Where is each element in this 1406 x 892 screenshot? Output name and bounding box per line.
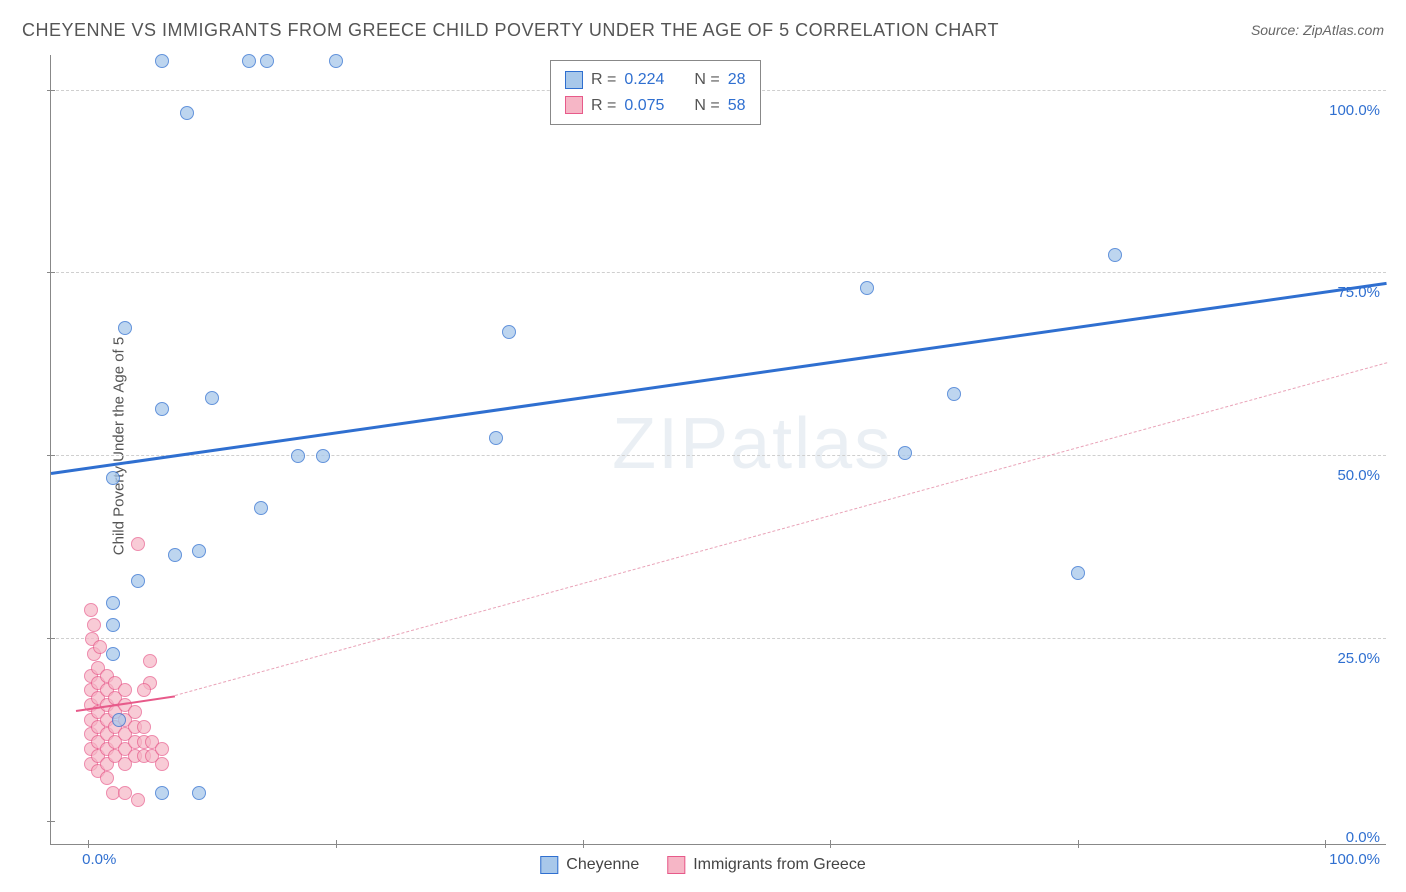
data-point [118, 321, 132, 335]
y-tick-label: 25.0% [1337, 650, 1380, 667]
y-tick-label: 100.0% [1329, 102, 1380, 119]
n-value-a: 28 [728, 67, 746, 93]
data-point [106, 618, 120, 632]
chart-title: CHEYENNE VS IMMIGRANTS FROM GREECE CHILD… [22, 20, 999, 41]
swatch-greece-bottom [667, 856, 685, 874]
source-attribution: Source: ZipAtlas.com [1251, 22, 1384, 38]
data-point [1108, 248, 1122, 262]
data-point [137, 683, 151, 697]
data-point [947, 387, 961, 401]
correlation-legend: R = 0.224 N = 28 R = 0.075 N = 58 [550, 60, 761, 125]
r-value-a: 0.224 [624, 67, 664, 93]
data-point [155, 757, 169, 771]
data-point [205, 391, 219, 405]
legend-row-greece: R = 0.075 N = 58 [565, 93, 746, 119]
data-point [291, 449, 305, 463]
data-point [254, 501, 268, 515]
source-name: ZipAtlas.com [1303, 22, 1384, 38]
data-point [242, 54, 256, 68]
data-point [128, 705, 142, 719]
r-value-b: 0.075 [624, 93, 664, 119]
chart-container: CHEYENNE VS IMMIGRANTS FROM GREECE CHILD… [0, 0, 1406, 892]
data-point [155, 786, 169, 800]
legend-row-cheyenne: R = 0.224 N = 28 [565, 67, 746, 93]
data-point [118, 683, 132, 697]
data-point [155, 54, 169, 68]
y-tick-label: 50.0% [1337, 467, 1380, 484]
legend-item-cheyenne: Cheyenne [540, 856, 639, 874]
n-label-b: N = [694, 93, 719, 119]
data-point [155, 742, 169, 756]
data-point [180, 106, 194, 120]
data-point [106, 647, 120, 661]
data-point [168, 548, 182, 562]
y-tick-label: 0.0% [1346, 829, 1380, 846]
swatch-cheyenne [565, 71, 583, 89]
data-point [260, 54, 274, 68]
watermark-part2: atlas [730, 404, 892, 484]
data-point [192, 786, 206, 800]
n-label-a: N = [694, 67, 719, 93]
data-point [106, 471, 120, 485]
legend-item-greece: Immigrants from Greece [667, 856, 865, 874]
source-prefix: Source: [1251, 22, 1303, 38]
data-point [1071, 566, 1085, 580]
watermark: ZIPatlas [612, 403, 892, 485]
data-point [502, 325, 516, 339]
data-point [131, 537, 145, 551]
x-tick-label-min: 0.0% [82, 851, 116, 868]
x-tick-label-max: 100.0% [1329, 851, 1380, 868]
data-point [143, 654, 157, 668]
series-legend: Cheyenne Immigrants from Greece [540, 856, 865, 874]
r-label-a: R = [591, 67, 616, 93]
watermark-part1: ZIP [612, 404, 730, 484]
data-point [489, 431, 503, 445]
data-point [329, 54, 343, 68]
data-point [87, 618, 101, 632]
data-point [316, 449, 330, 463]
data-point [84, 603, 98, 617]
swatch-greece [565, 96, 583, 114]
legend-label-greece: Immigrants from Greece [693, 856, 865, 874]
data-point [131, 574, 145, 588]
n-value-b: 58 [728, 93, 746, 119]
data-point [898, 446, 912, 460]
data-point [137, 720, 151, 734]
data-point [100, 771, 114, 785]
r-label-b: R = [591, 93, 616, 119]
data-point [155, 402, 169, 416]
data-point [860, 281, 874, 295]
legend-label-cheyenne: Cheyenne [566, 856, 639, 874]
data-point [131, 793, 145, 807]
data-point [192, 544, 206, 558]
swatch-cheyenne-bottom [540, 856, 558, 874]
plot-area: ZIPatlas 0.0%25.0%50.0%75.0%100.0%0.0%10… [50, 55, 1386, 845]
data-point [106, 596, 120, 610]
data-point [112, 713, 126, 727]
